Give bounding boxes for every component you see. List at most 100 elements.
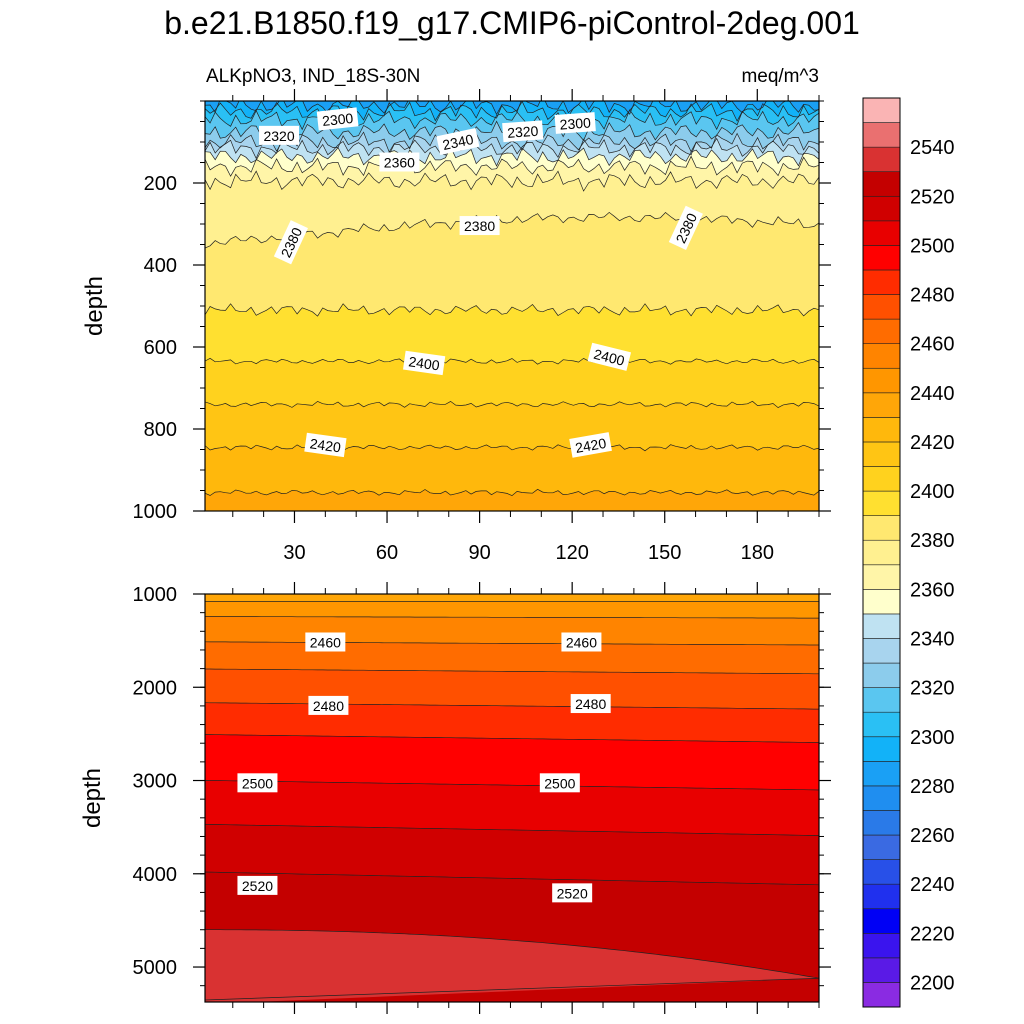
contour-label-bg: [379, 152, 420, 172]
contour-label-text: 2320: [263, 128, 294, 144]
band-2290: [205, 101, 819, 115]
contour-label-text: 2420: [309, 435, 342, 455]
colorbar-box: [862, 171, 901, 197]
colorbar-tick-label: 2200: [910, 972, 955, 994]
contour-label: 2340: [436, 128, 480, 155]
contour-label-bg: [561, 632, 602, 652]
colorbar-box: [862, 318, 901, 344]
y-tick-label: 1000: [133, 501, 178, 523]
colorbar-box: [862, 97, 901, 123]
y-tick-label: 400: [144, 255, 177, 277]
y-tick-label: 200: [144, 173, 177, 195]
colorbar-tick-label: 2440: [910, 383, 955, 405]
colorbar-tick-label: 2360: [910, 579, 955, 601]
contour-label: 2320: [502, 120, 544, 143]
colorbar-box: [862, 932, 901, 959]
contour-label-bg: [570, 694, 611, 714]
colorbar-tick-label: 2340: [910, 628, 955, 650]
contour-label: 2400: [403, 350, 446, 376]
colorbar-box: [862, 761, 901, 787]
contour-label-text: 2380: [464, 218, 495, 234]
colorbar-box: [862, 367, 901, 394]
lower-panel: 2460 2460 2480 2480 2500 2500 2520 2520 1000 2000…: [133, 582, 831, 1014]
colorbar-box: [862, 220, 901, 246]
colorbar-box: [862, 269, 901, 295]
plot-frame: [204, 593, 820, 1003]
colorbar-tick-label: 2220: [910, 923, 955, 945]
x-tick-label: 60: [376, 542, 398, 564]
contour-label-bg: [587, 342, 632, 371]
upper-y-axis-label: depth: [81, 276, 108, 336]
contour-label-text: 2460: [566, 634, 597, 650]
contour-2340: [205, 137, 819, 160]
colorbar-box: [862, 392, 901, 418]
contour-2510: [205, 823, 819, 836]
colorbar-box: [862, 343, 901, 369]
contour-label: 2360: [379, 152, 420, 172]
colorbar-tick-label: 2460: [910, 334, 955, 356]
contour-label: 2300: [554, 112, 596, 134]
contour-label-text: 2480: [313, 698, 344, 714]
contour-2450: [205, 616, 819, 619]
colorbar-box: [862, 195, 901, 222]
colorbar-box: [862, 711, 901, 738]
colorbar-box: [862, 613, 901, 639]
contour-2530: [205, 929, 819, 979]
colorbar-tick-label: 2240: [910, 874, 955, 896]
band-2440: [205, 594, 819, 602]
contour-label-bg: [554, 112, 596, 134]
contour-label-text: 2520: [242, 878, 273, 894]
colorbar-box: [862, 810, 901, 836]
contour-label-bg: [316, 107, 359, 131]
x-tick-label: 180: [741, 542, 774, 564]
contour-label-text: 2320: [507, 123, 539, 141]
contour-2410: [205, 400, 819, 409]
contour-label-text: 2400: [408, 353, 441, 373]
colorbar: 2200 2220 2240 2260 2280 2300 2320 2340 2360 2380…: [862, 97, 955, 1008]
y-tick-label: 4000: [133, 864, 178, 886]
band-2520-bottom: [252, 978, 819, 1002]
contour-2360: [205, 155, 819, 177]
colorbar-box: [862, 589, 901, 615]
contour-2430: [205, 488, 819, 497]
contour-label: 2480: [570, 694, 611, 714]
colorbar-box: [862, 662, 901, 688]
colorbar-box: [862, 859, 901, 885]
colorbar-tick-label: 2400: [910, 481, 955, 503]
x-tick-label: 90: [468, 542, 490, 564]
contour-label: 2520: [237, 875, 278, 895]
contour-label: 2460: [305, 632, 346, 652]
colorbar-box: [862, 466, 901, 492]
colorbar-box: [862, 638, 901, 664]
contour-2490: [205, 734, 819, 743]
colorbar-box: [862, 515, 901, 541]
colorbar-box: [862, 957, 901, 983]
x-tick-label: 150: [648, 542, 681, 564]
x-tick-label: 120: [555, 542, 588, 564]
contour-label-bg: [305, 632, 346, 652]
contour-label-bg: [308, 695, 349, 715]
colorbar-box: [862, 564, 901, 590]
contour-label-bg: [539, 773, 580, 793]
x-tick-label: 30: [283, 542, 305, 564]
contour-2370: [205, 170, 819, 192]
colorbar-tick-label: 2540: [910, 137, 955, 159]
contour-label-text: 2300: [321, 110, 354, 129]
contour-label-bg: [436, 128, 480, 155]
colorbar-box: [862, 785, 901, 811]
colorbar-tick-label: 2380: [910, 530, 955, 552]
contour-2380: [205, 211, 819, 249]
contour-label: 2500: [539, 773, 580, 793]
contour-label-bg: [403, 350, 446, 376]
colorbar-box: [862, 908, 901, 934]
variable-subtitle: ALKpNO3, IND_18S-30N: [206, 66, 420, 87]
colorbar-tick-label: 2320: [910, 678, 955, 700]
y-tick-label: 2000: [133, 677, 178, 699]
contour-label: 2300: [316, 107, 359, 131]
contour-label: 2480: [308, 695, 349, 715]
contour-label: 2520: [552, 883, 593, 903]
contour-label-bg: [552, 883, 593, 903]
colorbar-box: [862, 834, 901, 860]
contour-label-text: 2460: [310, 634, 341, 650]
